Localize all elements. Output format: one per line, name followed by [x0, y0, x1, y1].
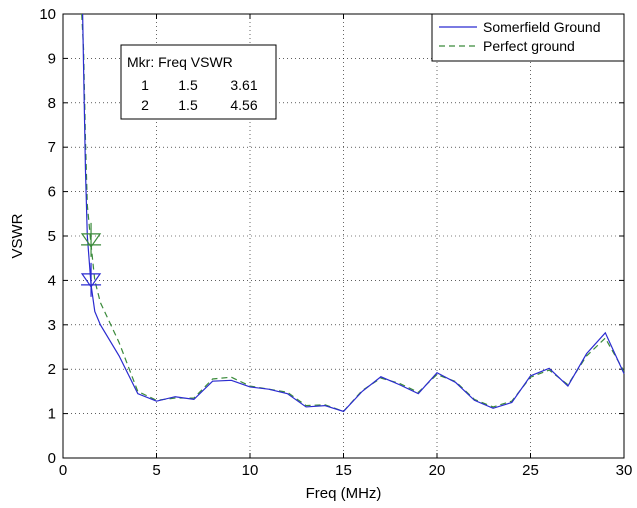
marker-2-id: 2 — [141, 97, 149, 113]
y-tick-label: 1 — [48, 406, 56, 423]
marker-table: Mkr: Freq VSWR 1 1.5 3.61 2 1.5 4.56 — [120, 44, 277, 120]
x-tick-label: 15 — [335, 462, 352, 479]
y-tick-label: 3 — [48, 317, 56, 334]
y-tick-label: 5 — [48, 228, 56, 245]
x-tick-label: 0 — [59, 462, 67, 479]
x-tick-label: 25 — [522, 462, 539, 479]
marker-table-header: Mkr: Freq VSWR — [127, 54, 233, 70]
marker-2-vswr: 4.56 — [230, 97, 257, 113]
y-tick-label: 6 — [48, 184, 56, 201]
axis-ticks: 0 5 10 15 20 25 30 0 1 2 3 4 5 6 7 8 9 10 — [39, 6, 632, 479]
x-tick-label: 20 — [429, 462, 446, 479]
grid — [63, 14, 624, 458]
series-lines — [81, 13, 625, 413]
marker-2-freq: 1.5 — [178, 97, 198, 113]
legend: Somerfield Ground Perfect ground — [431, 13, 625, 62]
y-tick-label: 7 — [48, 139, 56, 156]
y-tick-label: 0 — [48, 450, 56, 467]
vswr-markers — [80, 222, 102, 297]
y-tick-label: 10 — [39, 6, 56, 23]
series-line-somerfield-ground — [82, 13, 625, 413]
y-axis-label: VSWR — [9, 213, 26, 258]
legend-label-perfect-ground: Perfect ground — [483, 38, 575, 54]
y-tick-label: 8 — [48, 95, 56, 112]
marker-1-freq: 1.5 — [178, 77, 198, 93]
x-axis-label: Freq (MHz) — [306, 485, 382, 502]
y-tick-label: 4 — [48, 272, 56, 289]
marker-1-vswr: 3.61 — [230, 77, 257, 93]
y-tick-label: 2 — [48, 361, 56, 378]
x-tick-label: 5 — [152, 462, 160, 479]
legend-box — [431, 13, 625, 62]
marker-table-box — [120, 44, 277, 120]
y-tick-label: 9 — [48, 50, 56, 67]
x-tick-label: 30 — [616, 462, 633, 479]
legend-label-somerfield-ground: Somerfield Ground — [483, 19, 601, 35]
marker-1-id: 1 — [141, 77, 149, 93]
x-tick-label: 10 — [242, 462, 259, 479]
